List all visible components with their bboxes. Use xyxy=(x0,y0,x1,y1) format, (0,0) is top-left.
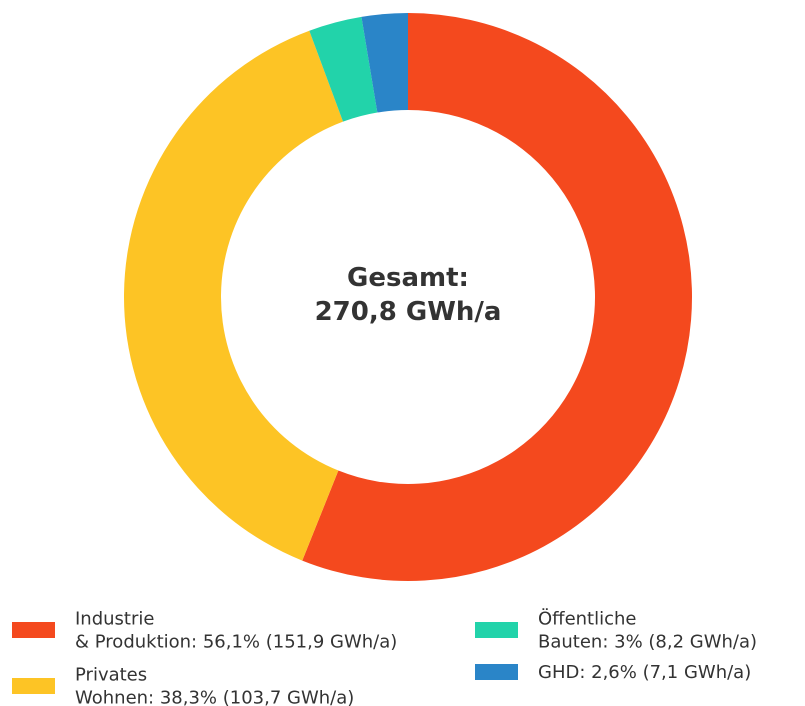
legend-swatch xyxy=(12,622,55,638)
legend-label: Privates xyxy=(75,665,147,686)
legend-swatch xyxy=(475,622,518,638)
donut-segment xyxy=(361,13,408,113)
donut-segment xyxy=(302,13,692,581)
legend-swatch xyxy=(475,664,518,680)
legend-label: Wohnen: 38,3% (103,7 GWh/a) xyxy=(75,688,354,706)
legend-label: Industrie xyxy=(75,609,154,630)
legend-swatch xyxy=(12,678,55,694)
legend-label: Bauten: 3% (8,2 GWh/a) xyxy=(538,632,757,653)
center-label: Gesamt: xyxy=(347,263,469,293)
donut-segment xyxy=(123,30,344,561)
legend-label: Öffentliche xyxy=(538,608,637,630)
legend-label: GHD: 2,6% (7,1 GWh/a) xyxy=(538,662,751,683)
center-label: 270,8 GWh/a xyxy=(315,297,502,327)
donut-segment xyxy=(309,16,378,122)
legend-label: & Produktion: 56,1% (151,9 GWh/a) xyxy=(75,632,397,653)
